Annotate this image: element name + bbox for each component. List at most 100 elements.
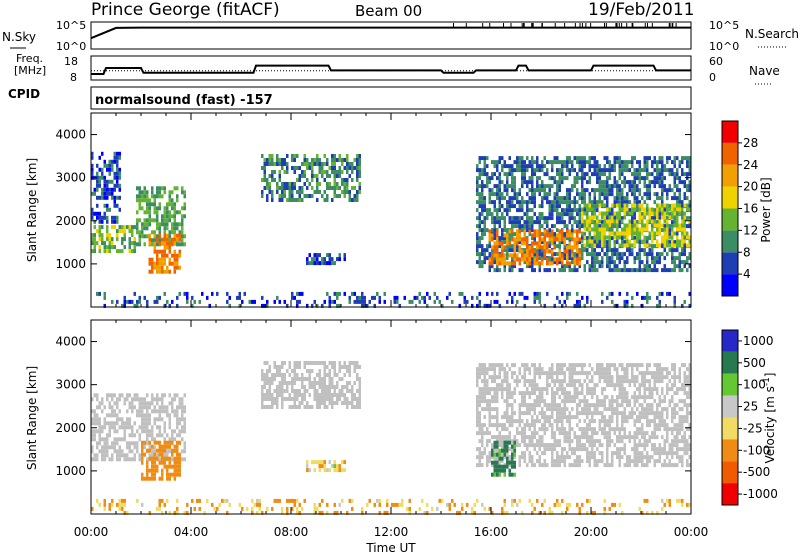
heatmap-cell — [571, 399, 574, 404]
heatmap-cell — [138, 401, 141, 406]
heatmap-cell — [483, 164, 486, 169]
heatmap-cell — [168, 444, 171, 449]
heatmap-cell — [163, 409, 166, 414]
heatmap-cell — [631, 235, 634, 240]
heatmap-cell — [633, 196, 636, 201]
heatmap-cell — [136, 397, 139, 402]
heatmap-cell — [551, 387, 554, 392]
heatmap-cell — [526, 184, 529, 189]
heatmap-cell — [266, 393, 269, 397]
heatmap-cell — [278, 174, 281, 178]
heatmap-cell — [538, 363, 541, 368]
heatmap-cell — [596, 260, 599, 265]
heatmap-cell — [598, 423, 601, 428]
heatmap-cell — [536, 253, 539, 258]
heatmap-cell — [158, 444, 161, 449]
heatmap-cell — [503, 184, 506, 189]
heatmap-cell — [166, 299, 169, 304]
heatmap-cell — [98, 195, 101, 200]
heatmap-cell — [673, 260, 676, 265]
heatmap-cell — [586, 207, 589, 212]
heatmap-cell — [666, 203, 669, 208]
heatmap-cell — [178, 456, 181, 461]
heatmap-cell — [511, 204, 514, 209]
heatmap-cell — [103, 453, 106, 458]
heatmap-cell — [611, 419, 614, 424]
heatmap-cell — [121, 393, 124, 398]
heatmap-cell — [161, 257, 164, 262]
heatmap-cell — [171, 409, 174, 414]
heatmap-cell — [476, 411, 479, 416]
heatmap-cell — [656, 239, 659, 244]
heatmap-cell — [608, 192, 611, 197]
heatmap-cell — [506, 172, 509, 177]
heatmap-cell — [146, 226, 149, 231]
velocity-plot-area — [91, 361, 691, 515]
heatmap-cell — [173, 249, 176, 254]
heatmap-cell — [318, 385, 321, 389]
heatmap-cell — [638, 248, 641, 253]
heatmap-cell — [163, 230, 166, 235]
heatmap-cell — [156, 222, 159, 227]
heatmap-cell — [153, 456, 156, 461]
heatmap-cell — [171, 457, 174, 462]
heatmap-cell — [308, 194, 311, 198]
heatmap-cell — [173, 476, 176, 481]
heatmap-cell — [498, 204, 501, 209]
heatmap-cell — [666, 156, 669, 161]
heatmap-cell — [226, 291, 229, 296]
heatmap-cell — [98, 405, 101, 410]
heatmap-cell — [161, 253, 164, 258]
heatmap-cell — [571, 164, 574, 169]
heatmap-cell — [626, 303, 629, 308]
heatmap-cell — [378, 299, 381, 304]
heatmap-cell — [496, 264, 499, 269]
heatmap-cell — [511, 415, 514, 420]
heatmap-cell — [556, 423, 559, 428]
heatmap-cell — [536, 451, 539, 456]
heatmap-cell — [683, 239, 686, 244]
heatmap-cell — [341, 460, 344, 465]
heatmap-cell — [143, 405, 146, 410]
heatmap-cell — [138, 242, 141, 247]
heatmap-cell — [553, 407, 556, 412]
heatmap-cell — [646, 172, 649, 177]
heatmap-cell — [688, 235, 691, 240]
heatmap-cell — [173, 393, 176, 398]
heatmap-cell — [183, 445, 186, 450]
heatmap-cell — [528, 379, 531, 384]
heatmap-cell — [618, 291, 621, 296]
heatmap-cell — [176, 472, 179, 477]
heatmap-cell — [493, 447, 496, 452]
heatmap-cell — [166, 237, 169, 242]
heatmap-cell — [591, 207, 594, 212]
heatmap-cell — [563, 249, 566, 254]
heatmap-cell — [568, 188, 571, 193]
heatmap-cell — [673, 196, 676, 201]
heatmap-cell — [638, 211, 641, 216]
heatmap-cell — [316, 154, 319, 158]
heatmap-cell — [531, 407, 534, 412]
heatmap-cell — [491, 233, 494, 238]
heatmap-cell — [653, 264, 656, 269]
heatmap-cell — [143, 452, 146, 457]
heatmap-cell — [293, 397, 296, 401]
heatmap-cell — [161, 237, 164, 242]
heatmap-cell — [603, 180, 606, 185]
heatmap-cell — [158, 429, 161, 434]
heatmap-cell — [341, 468, 344, 473]
heatmap-cell — [141, 230, 144, 235]
heatmap-cell — [121, 237, 124, 242]
heatmap-cell — [563, 379, 566, 384]
heatmap-cell — [296, 190, 299, 194]
heatmap-cell — [103, 425, 106, 430]
heatmap-cell — [93, 409, 96, 414]
heatmap-cell — [166, 218, 169, 223]
heatmap-cell — [191, 295, 194, 300]
heatmap-cell — [551, 455, 554, 460]
heatmap-cell — [581, 236, 584, 241]
heatmap-cell — [336, 182, 339, 186]
heatmap-cell — [611, 260, 614, 265]
heatmap-cell — [566, 204, 569, 209]
heatmap-cell — [108, 233, 111, 238]
